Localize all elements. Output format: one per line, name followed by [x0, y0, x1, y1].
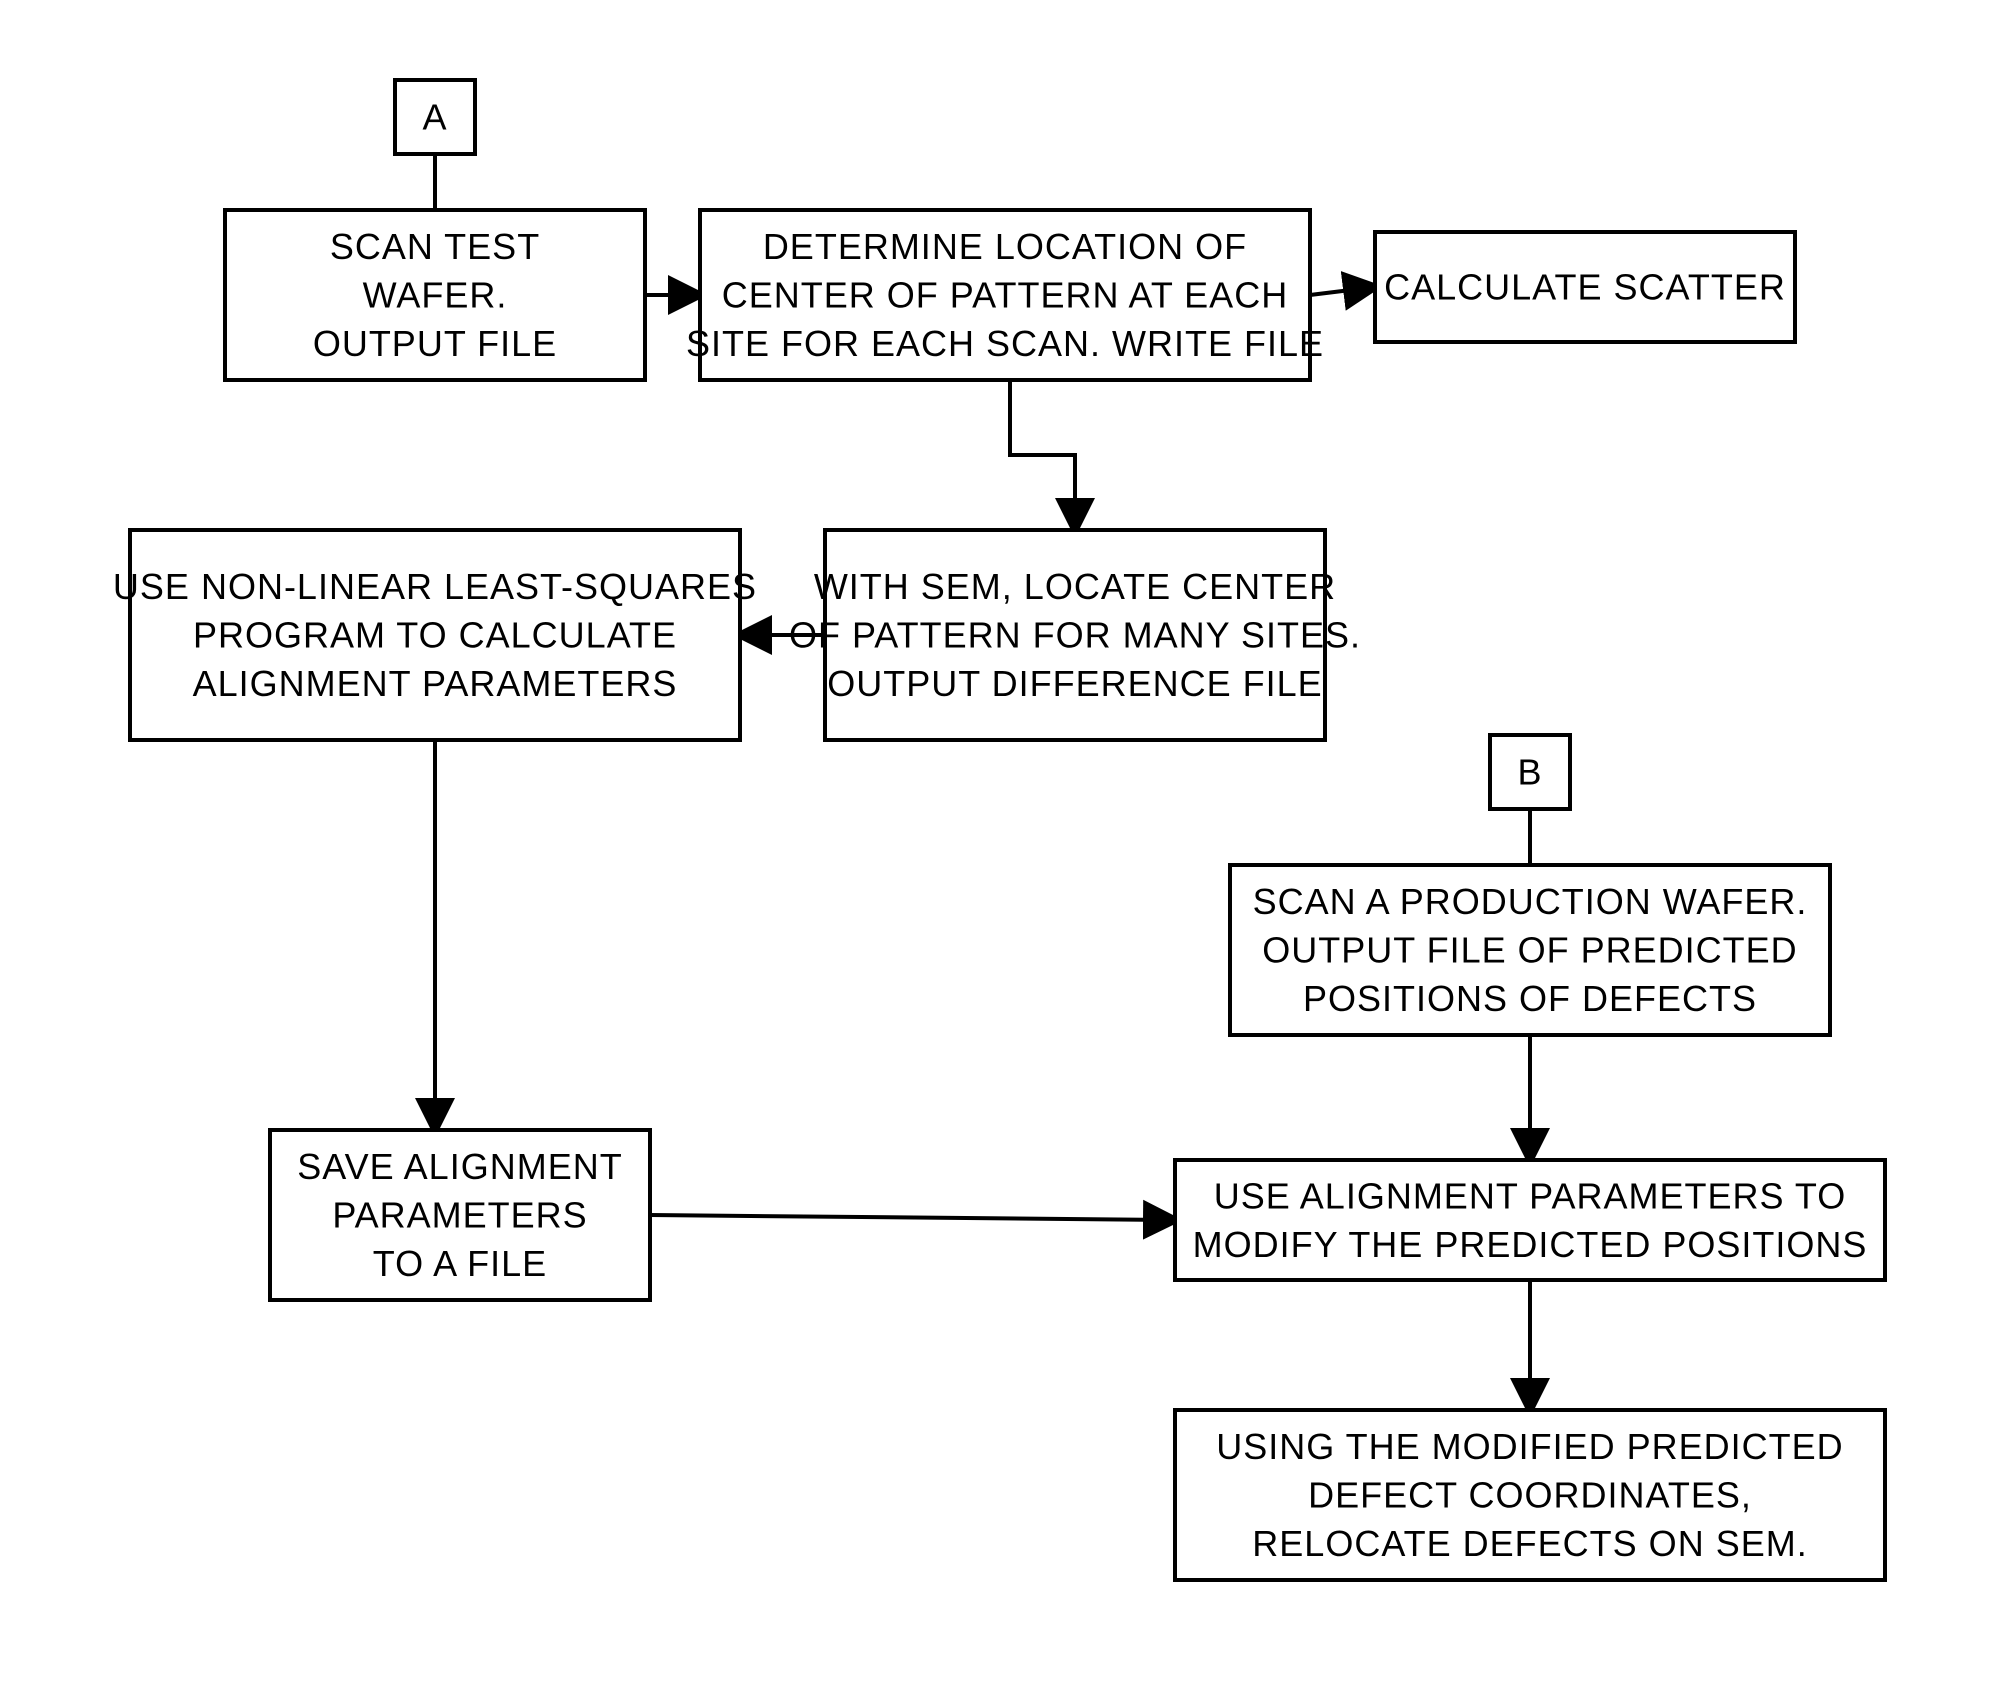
node-saveAlign-line-0: SAVE ALIGNMENT [297, 1146, 622, 1187]
node-determine-line-0: DETERMINE LOCATION OF [763, 226, 1247, 267]
node-calcScatter: CALCULATE SCATTER [1375, 232, 1795, 342]
node-scanTest-line-1: WAFER. [363, 275, 508, 316]
node-nonLinear-line-1: PROGRAM TO CALCULATE [193, 615, 677, 656]
node-withSem: WITH SEM, LOCATE CENTER OF PATTERN FOR MA… [789, 530, 1361, 740]
node-nonLinear-line-0: USE NON-LINEAR LEAST-SQUARES [113, 566, 757, 607]
node-nonLinear-line-2: ALIGNMENT PARAMETERS [193, 663, 678, 704]
node-determine: DETERMINE LOCATION OF CENTER OF PATTERN A… [686, 210, 1324, 380]
node-determine-line-1: CENTER OF PATTERN AT EACH [722, 275, 1288, 316]
node-useAlign: USE ALIGNMENT PARAMETERS TO MODIFY THE PR… [1175, 1160, 1885, 1280]
node-usingMod: USING THE MODIFIED PREDICTED DEFECT COORD… [1175, 1410, 1885, 1580]
node-usingMod-line-0: USING THE MODIFIED PREDICTED [1216, 1426, 1843, 1467]
node-nonLinear: USE NON-LINEAR LEAST-SQUARES PROGRAM TO C… [113, 530, 757, 740]
node-useAlign-line-0: USE ALIGNMENT PARAMETERS TO [1214, 1175, 1846, 1216]
node-saveAlign-line-1: PARAMETERS [332, 1195, 587, 1236]
node-scanProd-line-2: POSITIONS OF DEFECTS [1303, 978, 1757, 1019]
node-usingMod-line-1: DEFECT COORDINATES, [1308, 1475, 1752, 1516]
node-withSem-line-0: WITH SEM, LOCATE CENTER [814, 566, 1336, 607]
node-scanTest: SCAN TEST WAFER. OUTPUT FILE [225, 210, 645, 380]
node-scanProd-line-0: SCAN A PRODUCTION WAFER. [1253, 881, 1808, 922]
node-determine-line-2: SITE FOR EACH SCAN. WRITE FILE [686, 323, 1324, 364]
node-saveAlign-line-2: TO A FILE [373, 1243, 547, 1284]
node-useAlign-line-1: MODIFY THE PREDICTED POSITIONS [1193, 1224, 1868, 1265]
node-scanTest-line-0: SCAN TEST [330, 226, 540, 267]
node-withSem-line-2: OUTPUT DIFFERENCE FILE [827, 663, 1322, 704]
node-withSem-line-1: OF PATTERN FOR MANY SITES. [789, 615, 1361, 656]
edge-saveAlign-useAlign [650, 1215, 1175, 1220]
node-scanProd-line-1: OUTPUT FILE OF PREDICTED [1262, 930, 1797, 971]
edge-determine-withSem [1010, 380, 1075, 530]
node-labelB: B [1490, 735, 1570, 809]
node-usingMod-line-2: RELOCATE DEFECTS ON SEM. [1252, 1523, 1807, 1564]
edge-determine-calcScatter [1310, 287, 1375, 295]
label-B: B [1517, 752, 1542, 793]
node-scanTest-line-2: OUTPUT FILE [313, 323, 557, 364]
nodes-layer: A SCAN TEST WAFER. OUTPUT FILE DETERMINE LOC… [113, 80, 1885, 1580]
node-scanProd: SCAN A PRODUCTION WAFER. OUTPUT FILE OF P… [1230, 865, 1830, 1035]
node-labelA: A [395, 80, 475, 154]
label-A: A [422, 97, 447, 138]
node-saveAlign: SAVE ALIGNMENT PARAMETERS TO A FILE [270, 1130, 650, 1300]
node-calcScatter-line-0: CALCULATE SCATTER [1384, 267, 1786, 308]
flowchart-canvas: A SCAN TEST WAFER. OUTPUT FILE DETERMINE LOC… [0, 0, 1995, 1687]
